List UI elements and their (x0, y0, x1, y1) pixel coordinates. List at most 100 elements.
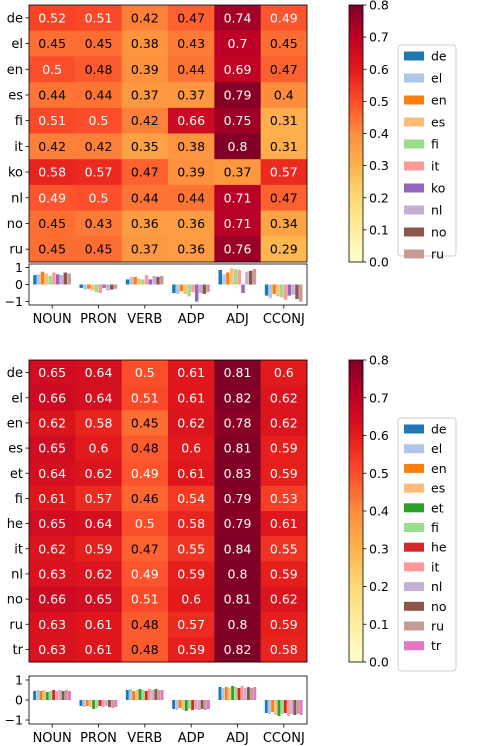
cell-value-label: 0.8 (228, 617, 248, 632)
legend-swatch-es (404, 117, 424, 127)
bar-no (293, 700, 297, 715)
bar-el (129, 689, 132, 700)
legend-label: nl (431, 203, 442, 218)
heatmap-cell (168, 561, 215, 587)
heatmap-cell (75, 133, 123, 160)
bar-de (218, 687, 222, 700)
heatmap-cell (29, 30, 76, 57)
bar-nl (59, 275, 64, 285)
bar-en (271, 700, 275, 712)
bar-ru (67, 273, 71, 285)
row-label: et (10, 467, 23, 482)
row-label: el (11, 391, 23, 406)
heatmap-cell (168, 210, 215, 237)
legend-label: el (431, 441, 442, 456)
cell-value-label: 0.61 (85, 642, 113, 657)
bar-he (283, 700, 287, 713)
heatmap-cell (75, 82, 123, 109)
cell-value-label: 0.61 (177, 390, 205, 405)
cell-value-label: 0.31 (270, 113, 298, 128)
bar-el (175, 284, 180, 294)
bar-nl (290, 700, 294, 714)
heatmap-cell (214, 133, 262, 160)
cell-value-label: 0.48 (131, 441, 159, 456)
cell-value-label: 0.65 (38, 441, 66, 456)
bar-de (264, 700, 268, 713)
bar-tr (253, 687, 257, 700)
legend-swatch-es (404, 483, 424, 493)
cell-value-label: 0.69 (224, 62, 252, 77)
heatmap-cell (29, 586, 76, 613)
cell-value-label: 0.47 (131, 165, 159, 180)
heatmap-cell (214, 360, 262, 386)
heatmap-cell (214, 236, 262, 263)
row-label: fi (15, 492, 23, 507)
row-label: nl (11, 567, 23, 582)
bar-et (277, 700, 281, 716)
colorbar-tick-label: 0.8 (369, 0, 389, 13)
bar-ru (206, 284, 210, 293)
heatmap-cell (75, 236, 123, 263)
bar-nl (243, 688, 247, 700)
bottom-panel: 0.65 0.64 0.5 0.61 0.81 0.60.66 0.64 0.51 0.61 0.… (5, 353, 457, 746)
heatmap-cell (260, 159, 308, 186)
colorbar-tick-label: 0.6 (369, 62, 389, 77)
heatmap-cell (121, 536, 169, 562)
heatmap-cell (168, 30, 215, 57)
heatmap-cell (168, 511, 215, 537)
heatmap-cell (214, 56, 262, 83)
bar-no (154, 689, 158, 700)
heatmap-cell (260, 133, 308, 160)
heatmap-cell (75, 536, 123, 562)
heatmap-cell (121, 107, 169, 134)
bar-en (178, 700, 182, 708)
bar-el (83, 284, 87, 290)
heatmap-cell (75, 511, 123, 537)
bar-en (39, 691, 43, 700)
heatmap-cell (75, 360, 123, 386)
cell-value-label: 0.62 (38, 415, 66, 430)
legend-label: nl (431, 579, 442, 594)
heatmap-cell (29, 5, 76, 32)
cell-value-label: 0.79 (224, 491, 252, 506)
bar-no (295, 284, 299, 300)
legend-swatch-fi (404, 139, 424, 149)
colorbar (348, 359, 364, 663)
heatmap-cell (121, 360, 169, 386)
bar-en (40, 271, 45, 285)
heatmap-cell (121, 385, 169, 411)
bar-fi (141, 690, 145, 700)
cell-value-label: 0.42 (131, 10, 159, 25)
bar-tr (67, 691, 71, 700)
heatmap-cell (75, 435, 123, 462)
row-label: ru (9, 243, 23, 258)
bar-nl (198, 284, 203, 294)
row-label: es (8, 88, 23, 103)
cell-value-label: 0.5 (135, 365, 155, 380)
cell-value-label: 0.42 (131, 113, 159, 128)
cell-value-label: 0.43 (85, 216, 113, 231)
heatmap-cell (168, 536, 215, 562)
colorbar-tick-label: 0.7 (369, 30, 389, 45)
cell-value-label: 0.44 (177, 62, 205, 77)
cell-value-label: 0.59 (270, 466, 298, 481)
bar-ko (102, 284, 106, 288)
bar-fi (49, 691, 52, 700)
heatmap-cell (168, 5, 215, 32)
bar-el (82, 700, 86, 707)
cell-value-label: 0.38 (131, 36, 159, 51)
cell-value-label: 0.61 (177, 466, 205, 481)
category-label: VERB (127, 312, 162, 327)
cell-value-label: 0.64 (85, 365, 113, 380)
row-label: nl (11, 191, 23, 206)
cell-value-label: 0.64 (38, 466, 66, 481)
row-label: he (7, 517, 23, 532)
bar-he (191, 700, 195, 710)
heatmap-cell (260, 536, 308, 562)
cell-value-label: 0.37 (131, 87, 159, 102)
cell-value-label: 0.51 (131, 390, 159, 405)
bar-en (133, 276, 137, 285)
bar-ru (113, 284, 118, 289)
category-label: PRON (80, 731, 117, 746)
cell-value-label: 0.76 (224, 242, 252, 257)
